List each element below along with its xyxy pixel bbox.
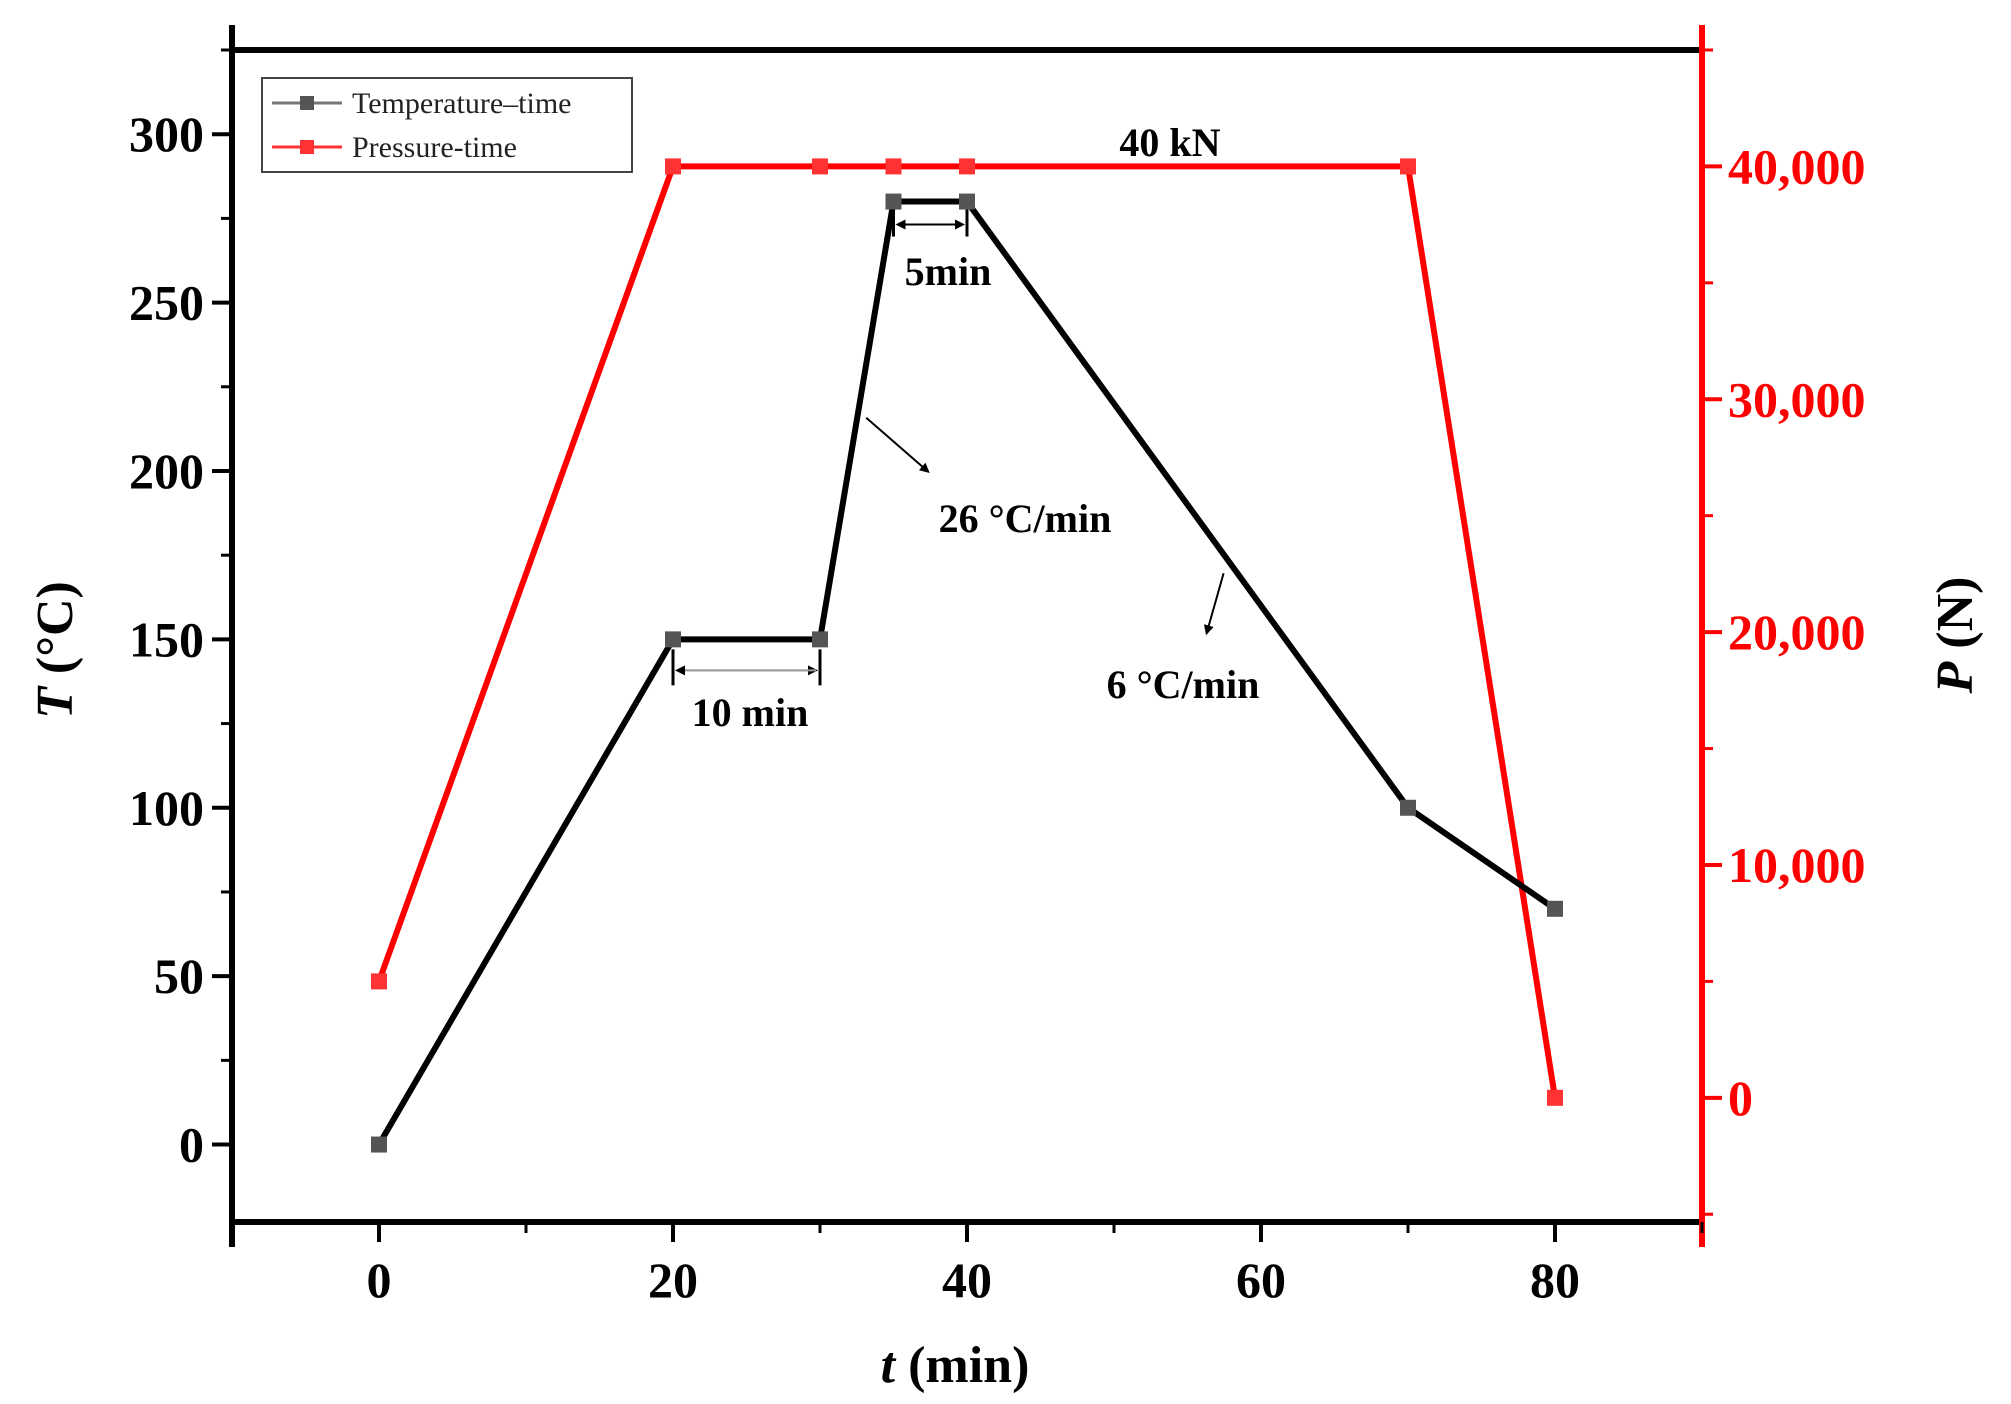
legend: Temperature–time Pressure-time xyxy=(261,77,633,173)
annotation-rate-up: 26 °C/min xyxy=(939,496,1112,541)
data-point-pressure xyxy=(665,158,681,175)
left-tick-label: 100 xyxy=(129,780,204,836)
left-tick-label: 50 xyxy=(154,948,204,1004)
bottom-tick-label: 20 xyxy=(648,1252,698,1308)
arrow-rate-up xyxy=(865,416,930,474)
bottom-tick-label: 40 xyxy=(942,1252,992,1308)
legend-box xyxy=(261,77,633,173)
series-line-temperature xyxy=(376,198,1557,1147)
data-point-temperature xyxy=(812,631,828,648)
series-line-pressure xyxy=(376,163,1558,1099)
data-point-temperature xyxy=(885,193,902,210)
legend-marker-temperature xyxy=(300,96,314,110)
bottom-axis-ticks: 0 20 40 60 80 xyxy=(230,1222,1704,1308)
data-point-pressure xyxy=(812,158,828,175)
left-tick-label: 200 xyxy=(129,443,204,499)
right-axis-ticks: 0 10,000 20,000 30,000 40,000 xyxy=(1702,48,1866,1216)
x-axis-title: t (min) xyxy=(881,1337,1030,1394)
data-point-pressure xyxy=(1400,158,1416,175)
right-tick-label: 0 xyxy=(1728,1070,1753,1126)
arrow-rate-down xyxy=(1203,573,1225,636)
series-layer xyxy=(371,158,1563,1153)
right-tick-label: 20,000 xyxy=(1728,604,1866,660)
data-point-pressure xyxy=(885,158,902,175)
data-point-temperature xyxy=(1547,900,1563,917)
bottom-tick-label: 0 xyxy=(367,1252,392,1308)
data-point-temperature xyxy=(665,631,681,648)
annotation-5min: 5min xyxy=(905,249,992,294)
annotation-pressure: 40 kN xyxy=(1119,120,1220,165)
annotation-layer xyxy=(671,209,1225,686)
annotation-rate-down: 6 °C/min xyxy=(1107,662,1260,707)
right-tick-label: 30,000 xyxy=(1728,371,1866,427)
data-point-pressure xyxy=(1547,1089,1563,1106)
left-tick-label: 0 xyxy=(179,1117,204,1173)
legend-label-temperature: Temperature–time xyxy=(352,87,571,120)
legend-marker-pressure xyxy=(300,140,314,154)
left-axis-ticks: 0 50 100 150 200 250 300 xyxy=(129,48,232,1173)
right-tick-label: 10,000 xyxy=(1728,837,1866,893)
data-point-temperature xyxy=(1400,799,1416,816)
left-tick-label: 300 xyxy=(129,106,204,162)
left-tick-label: 150 xyxy=(129,611,204,667)
legend-label-pressure: Pressure-time xyxy=(352,131,517,164)
y-axis-title: T (°C) xyxy=(27,581,84,719)
bottom-tick-label: 60 xyxy=(1236,1252,1286,1308)
bottom-tick-label: 80 xyxy=(1530,1252,1580,1308)
left-tick-label: 250 xyxy=(129,275,204,331)
plot-frame xyxy=(229,25,1705,1247)
annotation-10min: 10 min xyxy=(692,690,809,735)
right-tick-label: 40,000 xyxy=(1728,138,1866,194)
data-point-pressure xyxy=(371,973,387,990)
data-point-temperature xyxy=(959,193,975,210)
y2-axis-title: P (N) xyxy=(1927,577,1984,695)
data-point-temperature xyxy=(371,1136,387,1153)
data-point-pressure xyxy=(959,158,975,175)
